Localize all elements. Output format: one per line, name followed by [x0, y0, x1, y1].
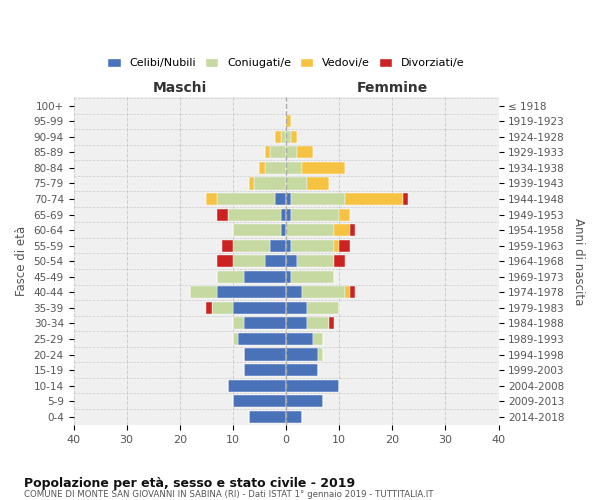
Bar	[286, 224, 334, 236]
Bar	[190, 286, 217, 298]
Bar	[233, 333, 238, 345]
Bar	[238, 333, 286, 345]
Bar	[249, 178, 254, 190]
Bar	[275, 131, 281, 143]
Y-axis label: Anni di nascita: Anni di nascita	[572, 218, 585, 305]
Bar	[286, 410, 302, 423]
Bar	[302, 286, 344, 298]
Bar	[329, 318, 334, 330]
Bar	[275, 193, 286, 205]
Bar	[334, 224, 350, 236]
Bar	[286, 162, 302, 174]
Bar	[217, 286, 286, 298]
Bar	[233, 224, 281, 236]
Bar	[292, 193, 344, 205]
Bar	[254, 178, 286, 190]
Bar	[233, 395, 286, 407]
Bar	[286, 255, 296, 268]
Bar	[296, 255, 334, 268]
Bar	[313, 333, 323, 345]
Bar	[286, 270, 292, 283]
Bar	[307, 318, 329, 330]
Bar	[286, 333, 313, 345]
Bar	[339, 240, 350, 252]
Bar	[334, 255, 344, 268]
Bar	[318, 348, 323, 360]
Bar	[350, 224, 355, 236]
Bar	[286, 395, 323, 407]
Bar	[286, 286, 302, 298]
Bar	[302, 162, 344, 174]
Bar	[286, 240, 292, 252]
Legend: Celibi/Nubili, Coniugati/e, Vedovi/e, Divorziati/e: Celibi/Nubili, Coniugati/e, Vedovi/e, Di…	[103, 54, 469, 73]
Y-axis label: Fasce di età: Fasce di età	[15, 226, 28, 296]
Bar	[222, 240, 233, 252]
Bar	[281, 208, 286, 220]
Bar	[307, 302, 339, 314]
Bar	[259, 162, 265, 174]
Bar	[281, 224, 286, 236]
Bar	[265, 146, 270, 158]
Bar	[307, 178, 329, 190]
Bar	[286, 302, 307, 314]
Text: COMUNE DI MONTE SAN GIOVANNI IN SABINA (RI) - Dati ISTAT 1° gennaio 2019 - TUTTI: COMUNE DI MONTE SAN GIOVANNI IN SABINA (…	[24, 490, 433, 499]
Bar	[212, 302, 233, 314]
Bar	[244, 364, 286, 376]
Bar	[227, 380, 286, 392]
Bar	[270, 240, 286, 252]
Bar	[286, 115, 292, 128]
Bar	[292, 270, 334, 283]
Bar	[292, 240, 334, 252]
Bar	[244, 270, 286, 283]
Bar	[286, 146, 296, 158]
Bar	[206, 302, 212, 314]
Bar	[286, 318, 307, 330]
Bar	[350, 286, 355, 298]
Bar	[265, 255, 286, 268]
Bar	[286, 348, 318, 360]
Bar	[344, 286, 350, 298]
Bar	[344, 193, 403, 205]
Bar	[249, 410, 286, 423]
Bar	[334, 240, 339, 252]
Bar	[233, 240, 270, 252]
Bar	[206, 193, 217, 205]
Bar	[286, 208, 292, 220]
Text: Femmine: Femmine	[356, 81, 428, 95]
Bar	[244, 348, 286, 360]
Bar	[217, 270, 244, 283]
Bar	[233, 302, 286, 314]
Text: Popolazione per età, sesso e stato civile - 2019: Popolazione per età, sesso e stato civil…	[24, 476, 355, 490]
Bar	[217, 208, 227, 220]
Bar	[339, 208, 350, 220]
Bar	[286, 364, 318, 376]
Bar	[281, 131, 286, 143]
Bar	[244, 318, 286, 330]
Bar	[227, 208, 281, 220]
Bar	[233, 318, 244, 330]
Bar	[286, 193, 292, 205]
Text: Maschi: Maschi	[152, 81, 207, 95]
Bar	[296, 146, 313, 158]
Bar	[233, 255, 265, 268]
Bar	[265, 162, 286, 174]
Bar	[292, 131, 296, 143]
Bar	[270, 146, 286, 158]
Bar	[292, 208, 339, 220]
Bar	[403, 193, 408, 205]
Bar	[217, 193, 275, 205]
Bar	[286, 178, 307, 190]
Bar	[217, 255, 233, 268]
Bar	[286, 380, 339, 392]
Bar	[286, 131, 292, 143]
